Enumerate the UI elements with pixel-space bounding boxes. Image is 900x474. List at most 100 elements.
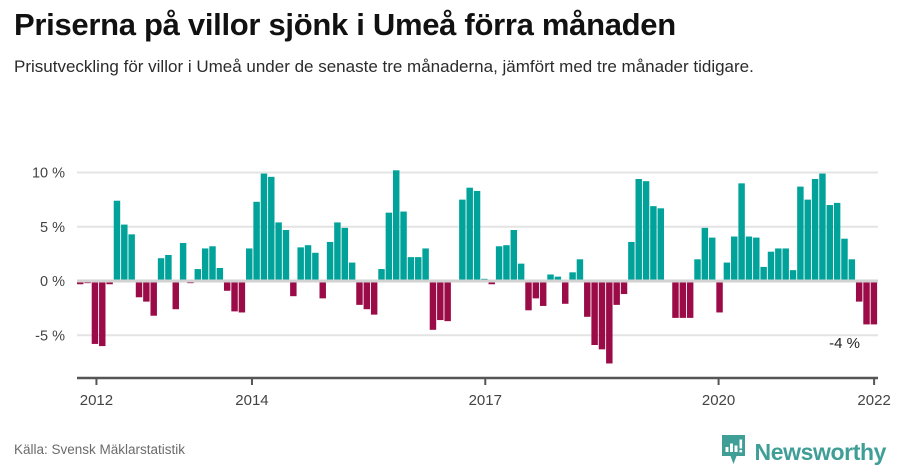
chart-bar[interactable] — [767, 251, 775, 281]
chart-bar[interactable] — [708, 237, 716, 281]
chart-bar[interactable] — [797, 186, 804, 281]
chart-bar[interactable] — [760, 266, 767, 281]
chart-bar[interactable] — [569, 272, 576, 281]
chart-bar[interactable] — [385, 212, 393, 281]
chart-bar[interactable] — [356, 281, 363, 305]
chart-bar[interactable] — [209, 246, 216, 281]
chart-bar[interactable] — [268, 176, 275, 281]
chart-bar[interactable] — [488, 281, 495, 285]
chart-bar[interactable] — [143, 281, 150, 302]
chart-bar[interactable] — [150, 281, 157, 316]
chart-bar[interactable] — [106, 281, 113, 285]
chart-bar[interactable] — [686, 281, 694, 318]
chart-bar[interactable] — [547, 274, 554, 281]
chart-bar[interactable] — [841, 238, 848, 281]
chart-bar[interactable] — [422, 248, 429, 281]
chart-bar[interactable] — [870, 281, 878, 325]
chart-bar[interactable] — [554, 276, 562, 281]
chart-bar[interactable] — [694, 259, 701, 281]
chart-bar[interactable] — [532, 281, 540, 299]
chart-bar[interactable] — [407, 257, 415, 281]
chart-bar[interactable] — [415, 257, 422, 281]
chart-bar[interactable] — [223, 281, 231, 291]
chart-bar[interactable] — [304, 245, 312, 281]
chart-bar[interactable] — [282, 230, 290, 281]
chart-bar[interactable] — [613, 281, 620, 305]
chart-bar[interactable] — [370, 281, 378, 315]
chart-bar[interactable] — [716, 281, 723, 313]
chart-bar[interactable] — [172, 281, 179, 310]
chart-bar[interactable] — [745, 236, 753, 281]
chart-bar[interactable] — [253, 201, 260, 281]
chart-bar[interactable] — [819, 173, 826, 281]
chart-bar[interactable] — [525, 281, 532, 311]
chart-bar[interactable] — [701, 227, 709, 281]
chart-bar[interactable] — [275, 222, 282, 281]
chart-bar[interactable] — [459, 199, 466, 282]
chart-bar[interactable] — [826, 205, 834, 281]
chart-bar[interactable] — [429, 281, 437, 330]
chart-bar[interactable] — [620, 281, 628, 295]
chart-bar[interactable] — [216, 267, 224, 281]
chart-bar[interactable] — [312, 252, 319, 281]
chart-bar[interactable] — [562, 281, 569, 304]
chart-bar[interactable] — [606, 281, 613, 364]
chart-bar[interactable] — [113, 200, 121, 281]
chart-bar[interactable] — [157, 258, 165, 282]
chart-bar[interactable] — [848, 259, 856, 281]
chart-bar[interactable] — [319, 281, 326, 299]
chart-bar[interactable] — [679, 281, 687, 318]
chart-bar[interactable] — [833, 202, 841, 281]
chart-bar[interactable] — [782, 248, 789, 281]
chart-bar[interactable] — [437, 281, 444, 321]
chart-bar[interactable] — [121, 224, 128, 281]
chart-bar[interactable] — [657, 208, 664, 281]
chart-bar[interactable] — [201, 248, 209, 281]
chart-bar[interactable] — [348, 262, 356, 282]
chart-bar[interactable] — [642, 181, 650, 281]
chart-bar[interactable] — [194, 269, 202, 281]
chart-bar[interactable] — [165, 254, 172, 281]
chart-bar[interactable] — [517, 263, 525, 281]
chart-bar[interactable] — [510, 230, 518, 281]
chart-bar[interactable] — [128, 234, 135, 281]
chart-bar[interactable] — [811, 179, 819, 281]
chart-bar[interactable] — [334, 222, 341, 281]
chart-bar[interactable] — [738, 183, 745, 281]
chart-bar[interactable] — [290, 281, 297, 297]
chart-bar[interactable] — [635, 179, 642, 281]
chart-bar[interactable] — [495, 246, 503, 281]
chart-bar[interactable] — [591, 281, 598, 346]
chart-bar[interactable] — [576, 259, 584, 281]
chart-bar[interactable] — [672, 281, 679, 318]
chart-bar[interactable] — [363, 281, 371, 310]
chart-bar[interactable] — [466, 187, 473, 281]
chart-bar[interactable] — [326, 241, 334, 281]
chart-bar[interactable] — [341, 227, 348, 281]
chart-bar[interactable] — [99, 281, 106, 347]
chart-bar[interactable] — [863, 281, 870, 325]
chart-bar[interactable] — [650, 206, 657, 281]
chart-bar[interactable] — [598, 281, 606, 350]
chart-bar[interactable] — [91, 281, 99, 344]
chart-bar[interactable] — [246, 248, 253, 281]
chart-bar[interactable] — [723, 262, 731, 282]
chart-bar[interactable] — [231, 281, 238, 312]
chart-bar[interactable] — [503, 245, 510, 281]
chart-bar[interactable] — [378, 269, 385, 281]
chart-bar[interactable] — [584, 281, 591, 317]
chart-bar[interactable] — [775, 248, 782, 281]
chart-bar[interactable] — [400, 211, 407, 281]
chart-bar[interactable] — [179, 243, 187, 282]
chart-bar[interactable] — [804, 199, 811, 282]
chart-bar[interactable] — [789, 270, 797, 281]
chart-bar[interactable] — [539, 281, 547, 306]
chart-bar[interactable] — [238, 281, 246, 313]
chart-bar[interactable] — [473, 190, 481, 281]
chart-bar[interactable] — [135, 281, 143, 298]
chart-bar[interactable] — [731, 236, 738, 281]
chart-bar[interactable] — [260, 173, 268, 281]
chart-bar[interactable] — [628, 241, 635, 281]
chart-bar[interactable] — [855, 281, 863, 302]
chart-bar[interactable] — [753, 237, 760, 281]
